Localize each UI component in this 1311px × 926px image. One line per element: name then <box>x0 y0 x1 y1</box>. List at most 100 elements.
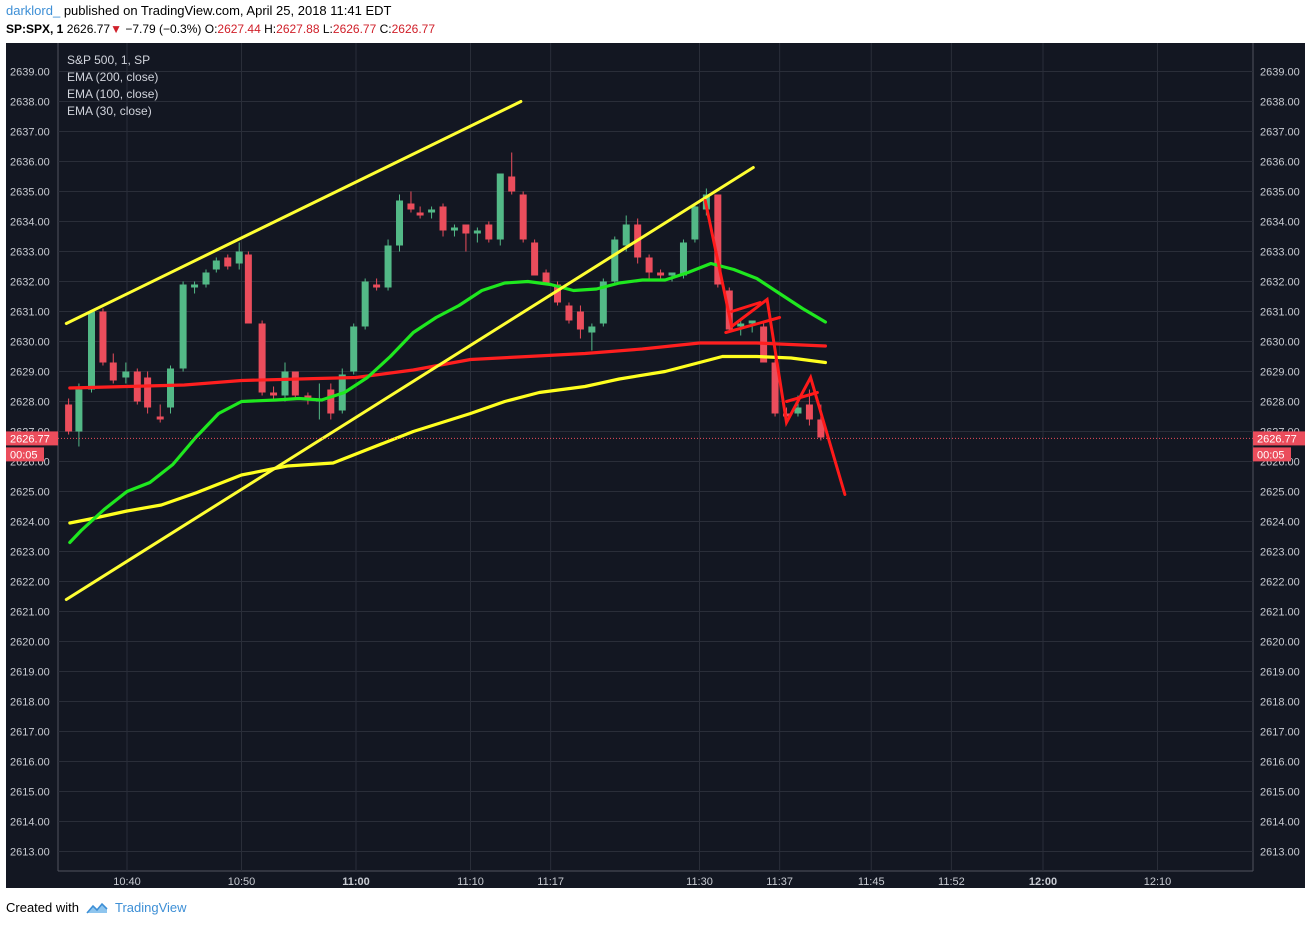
drawings[interactable] <box>703 199 847 496</box>
y-tick-label: 2637.00 <box>10 127 50 139</box>
candle-body <box>122 371 130 378</box>
symbol-bar: SP:SPX, 1 2626.77▼ −7.79 (−0.3%) O:2627.… <box>6 22 435 36</box>
candle-body <box>794 407 802 414</box>
candle <box>281 362 289 402</box>
y-tick-label: 2623.00 <box>1260 547 1300 559</box>
candle <box>771 359 779 417</box>
x-tick-label: 11:30 <box>686 876 713 888</box>
y-tick-label: 2637.00 <box>1260 127 1300 139</box>
x-tick-label: 12:10 <box>1144 876 1172 888</box>
candle-body <box>327 389 335 414</box>
y-tick-label: 2632.00 <box>1260 277 1300 289</box>
candle <box>179 281 187 372</box>
y-tick-label: 2629.00 <box>1260 367 1300 379</box>
price-tag: 2626.77 00:05 2626.77 00:05 <box>6 431 1305 462</box>
low-label: L: <box>322 22 333 36</box>
candle <box>508 152 516 195</box>
candle-body <box>75 389 83 432</box>
legend-ema100: EMA (100, close) <box>67 87 158 101</box>
candle <box>202 269 210 288</box>
candle <box>384 239 392 291</box>
y-tick-label: 2633.00 <box>10 247 50 259</box>
candle <box>373 278 381 291</box>
candle-body <box>519 194 527 240</box>
candle <box>485 221 493 243</box>
candle-body <box>361 281 369 327</box>
candle <box>167 365 175 414</box>
y-tick-label: 2624.00 <box>1260 517 1300 529</box>
candle <box>156 404 164 423</box>
candle-body <box>611 239 619 282</box>
candle-body <box>224 257 232 267</box>
candle <box>622 215 630 252</box>
y-tick-label: 2634.00 <box>1260 217 1300 229</box>
y-tick-label: 2638.00 <box>10 97 50 109</box>
high-value: 2627.88 <box>276 22 320 36</box>
candle-body <box>668 272 676 276</box>
candle-body <box>202 272 210 285</box>
candle-body <box>244 254 252 324</box>
y-tick-label: 2622.00 <box>1260 577 1300 589</box>
y-tick-label: 2639.00 <box>1260 67 1300 79</box>
change-arrow-icon: ▼ <box>110 22 122 36</box>
y-tick-label: 2619.00 <box>10 667 50 679</box>
candle-body <box>588 326 596 333</box>
price-change: −7.79 (−0.3%) <box>125 22 202 36</box>
timer-tag-bg-left <box>6 447 44 462</box>
candle-body <box>657 272 665 276</box>
candle-body <box>281 371 289 396</box>
timer-tag-bg-right <box>1253 447 1291 462</box>
drawing-line <box>730 301 762 313</box>
candle <box>428 206 436 219</box>
high-label: H: <box>264 22 277 36</box>
candle-body <box>350 326 358 372</box>
price-tag-bg-right <box>1253 431 1305 446</box>
legend-title: S&P 500, 1, SP <box>67 53 150 67</box>
candle-body <box>714 194 722 285</box>
author-link[interactable]: darklord_ <box>6 3 61 18</box>
x-tick-label: 11:37 <box>766 876 793 888</box>
candle-body <box>212 260 220 270</box>
y-tick-label: 2617.00 <box>10 727 50 739</box>
created-with-text: Created with <box>6 900 79 915</box>
candle-body <box>485 224 493 240</box>
candle <box>565 302 573 324</box>
ema-line <box>68 354 828 525</box>
x-tick-label: 11:52 <box>938 876 965 888</box>
candle-body <box>542 272 550 285</box>
candle-body <box>88 311 96 390</box>
candle <box>657 269 665 279</box>
trendlines[interactable] <box>64 100 755 601</box>
y-tick-label: 2614.00 <box>1260 817 1300 829</box>
x-tick-label: 10:40 <box>113 876 141 888</box>
x-tick-label: 11:00 <box>342 876 370 888</box>
publish-info: darklord_ published on TradingView.com, … <box>6 3 391 18</box>
candle-body <box>737 323 745 327</box>
candle-body <box>748 320 756 324</box>
candle <box>258 320 266 396</box>
open-value: 2627.44 <box>217 22 261 36</box>
drawing-line <box>724 316 782 334</box>
y-tick-label: 2621.00 <box>10 607 50 619</box>
price-tag-bg-left <box>6 431 58 446</box>
candle <box>473 227 481 243</box>
y-tick-label: 2619.00 <box>1260 667 1300 679</box>
y-tick-label: 2613.00 <box>1260 847 1300 859</box>
candle-body <box>508 176 516 192</box>
candle-body <box>167 368 175 408</box>
candle-body <box>144 377 152 408</box>
candle <box>611 236 619 285</box>
trendline <box>64 100 523 325</box>
candle <box>75 383 83 447</box>
candle <box>691 203 699 243</box>
y-tick-label: 2625.00 <box>10 487 50 499</box>
candle-body <box>439 206 447 231</box>
candle <box>679 239 687 279</box>
candle <box>144 371 152 414</box>
candle <box>439 203 447 237</box>
y-tick-label: 2615.00 <box>1260 787 1300 799</box>
candle <box>224 254 232 270</box>
tradingview-link[interactable]: TradingView <box>114 900 187 915</box>
candle <box>714 194 722 288</box>
